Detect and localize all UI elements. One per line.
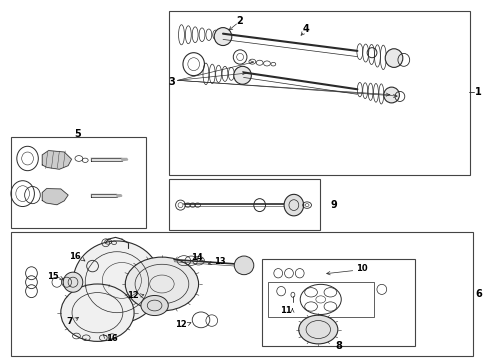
Bar [11, 232, 473, 356]
Ellipse shape [214, 28, 232, 45]
Text: 16: 16 [106, 334, 118, 343]
Polygon shape [91, 194, 117, 197]
Text: 2: 2 [236, 16, 243, 26]
Ellipse shape [141, 296, 168, 316]
Text: 8: 8 [335, 341, 342, 351]
Text: 10: 10 [356, 265, 368, 274]
Text: 12: 12 [174, 320, 186, 329]
Polygon shape [42, 189, 68, 205]
Polygon shape [91, 158, 122, 161]
Text: 13: 13 [214, 257, 225, 266]
Ellipse shape [125, 257, 198, 311]
Ellipse shape [284, 194, 304, 216]
Text: 14: 14 [191, 253, 202, 262]
Polygon shape [122, 158, 128, 161]
Text: 7: 7 [67, 317, 73, 326]
Ellipse shape [73, 241, 161, 323]
Text: 9: 9 [331, 200, 337, 210]
Ellipse shape [61, 284, 134, 341]
Text: 16: 16 [69, 252, 80, 261]
Text: 12: 12 [127, 291, 139, 300]
Text: 5: 5 [74, 129, 81, 139]
Bar [262, 259, 415, 346]
Bar [169, 12, 470, 175]
Polygon shape [42, 150, 72, 169]
Bar [169, 179, 320, 230]
Ellipse shape [63, 272, 83, 292]
Bar [269, 282, 373, 317]
Text: 3: 3 [169, 77, 175, 87]
Ellipse shape [299, 315, 338, 344]
Text: 11: 11 [280, 306, 292, 315]
Text: 6: 6 [475, 289, 482, 299]
Polygon shape [117, 195, 122, 197]
Ellipse shape [234, 66, 251, 84]
Ellipse shape [384, 87, 399, 103]
Text: 15: 15 [47, 272, 58, 281]
Ellipse shape [385, 49, 403, 67]
Ellipse shape [234, 256, 254, 275]
Bar [11, 137, 146, 228]
Text: 1: 1 [475, 87, 482, 97]
Text: 4: 4 [302, 24, 309, 35]
